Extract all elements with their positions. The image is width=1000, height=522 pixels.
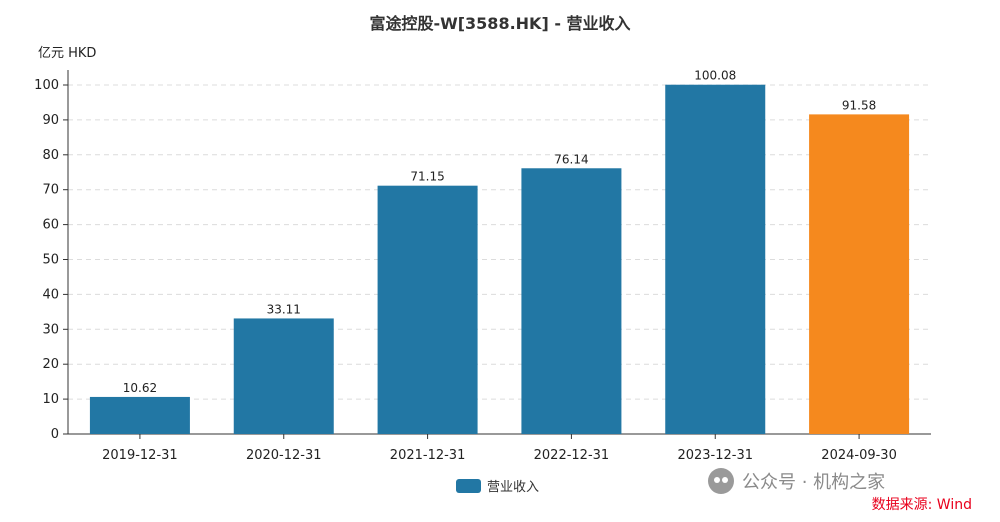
bar — [233, 318, 334, 434]
y-tick-label: 100 — [34, 78, 59, 93]
data-label: 71.15 — [410, 170, 444, 184]
x-tick-label: 2023-12-31 — [677, 448, 753, 463]
x-tick-label: 2021-12-31 — [390, 448, 466, 463]
legend-swatch — [456, 478, 481, 493]
watermark: 公众号 · 机构之家 — [708, 468, 885, 494]
data-label: 33.11 — [267, 302, 301, 316]
bar — [377, 185, 478, 434]
y-tick-label: 80 — [42, 148, 59, 163]
bar — [89, 396, 190, 434]
data-label: 10.62 — [123, 381, 157, 395]
wechat-icon — [708, 468, 734, 494]
source-note: 数据来源: Wind — [871, 497, 972, 513]
y-tick-label: 10 — [42, 392, 59, 407]
legend[interactable]: 营业收入 — [456, 476, 539, 495]
y-tick-label: 60 — [42, 218, 59, 233]
data-label: 100.08 — [694, 69, 736, 83]
y-tick-label: 40 — [42, 287, 59, 302]
watermark-text: 公众号 · 机构之家 — [742, 472, 886, 493]
y-tick-label: 20 — [42, 357, 59, 372]
x-tick-label: 2020-12-31 — [246, 448, 322, 463]
x-tick-label: 2022-12-31 — [534, 448, 610, 463]
y-tick-label: 30 — [42, 322, 59, 337]
y-tick-label: 50 — [42, 253, 59, 268]
legend-label: 营业收入 — [487, 480, 540, 495]
data-label: 76.14 — [554, 152, 588, 166]
x-tick-label: 2019-12-31 — [102, 448, 178, 463]
bar — [665, 84, 766, 435]
bar — [809, 114, 910, 434]
y-axis-unit-label: 亿元 HKD — [38, 46, 97, 61]
y-tick-label: 70 — [42, 183, 59, 198]
chart-title: 富途控股-W[3588.HK] - 营业收入 — [369, 14, 631, 33]
x-tick-label: 2024-09-30 — [821, 448, 897, 463]
data-label: 91.58 — [842, 98, 876, 112]
bar — [521, 168, 622, 434]
y-tick-label: 0 — [51, 427, 59, 442]
y-tick-label: 90 — [42, 113, 59, 128]
